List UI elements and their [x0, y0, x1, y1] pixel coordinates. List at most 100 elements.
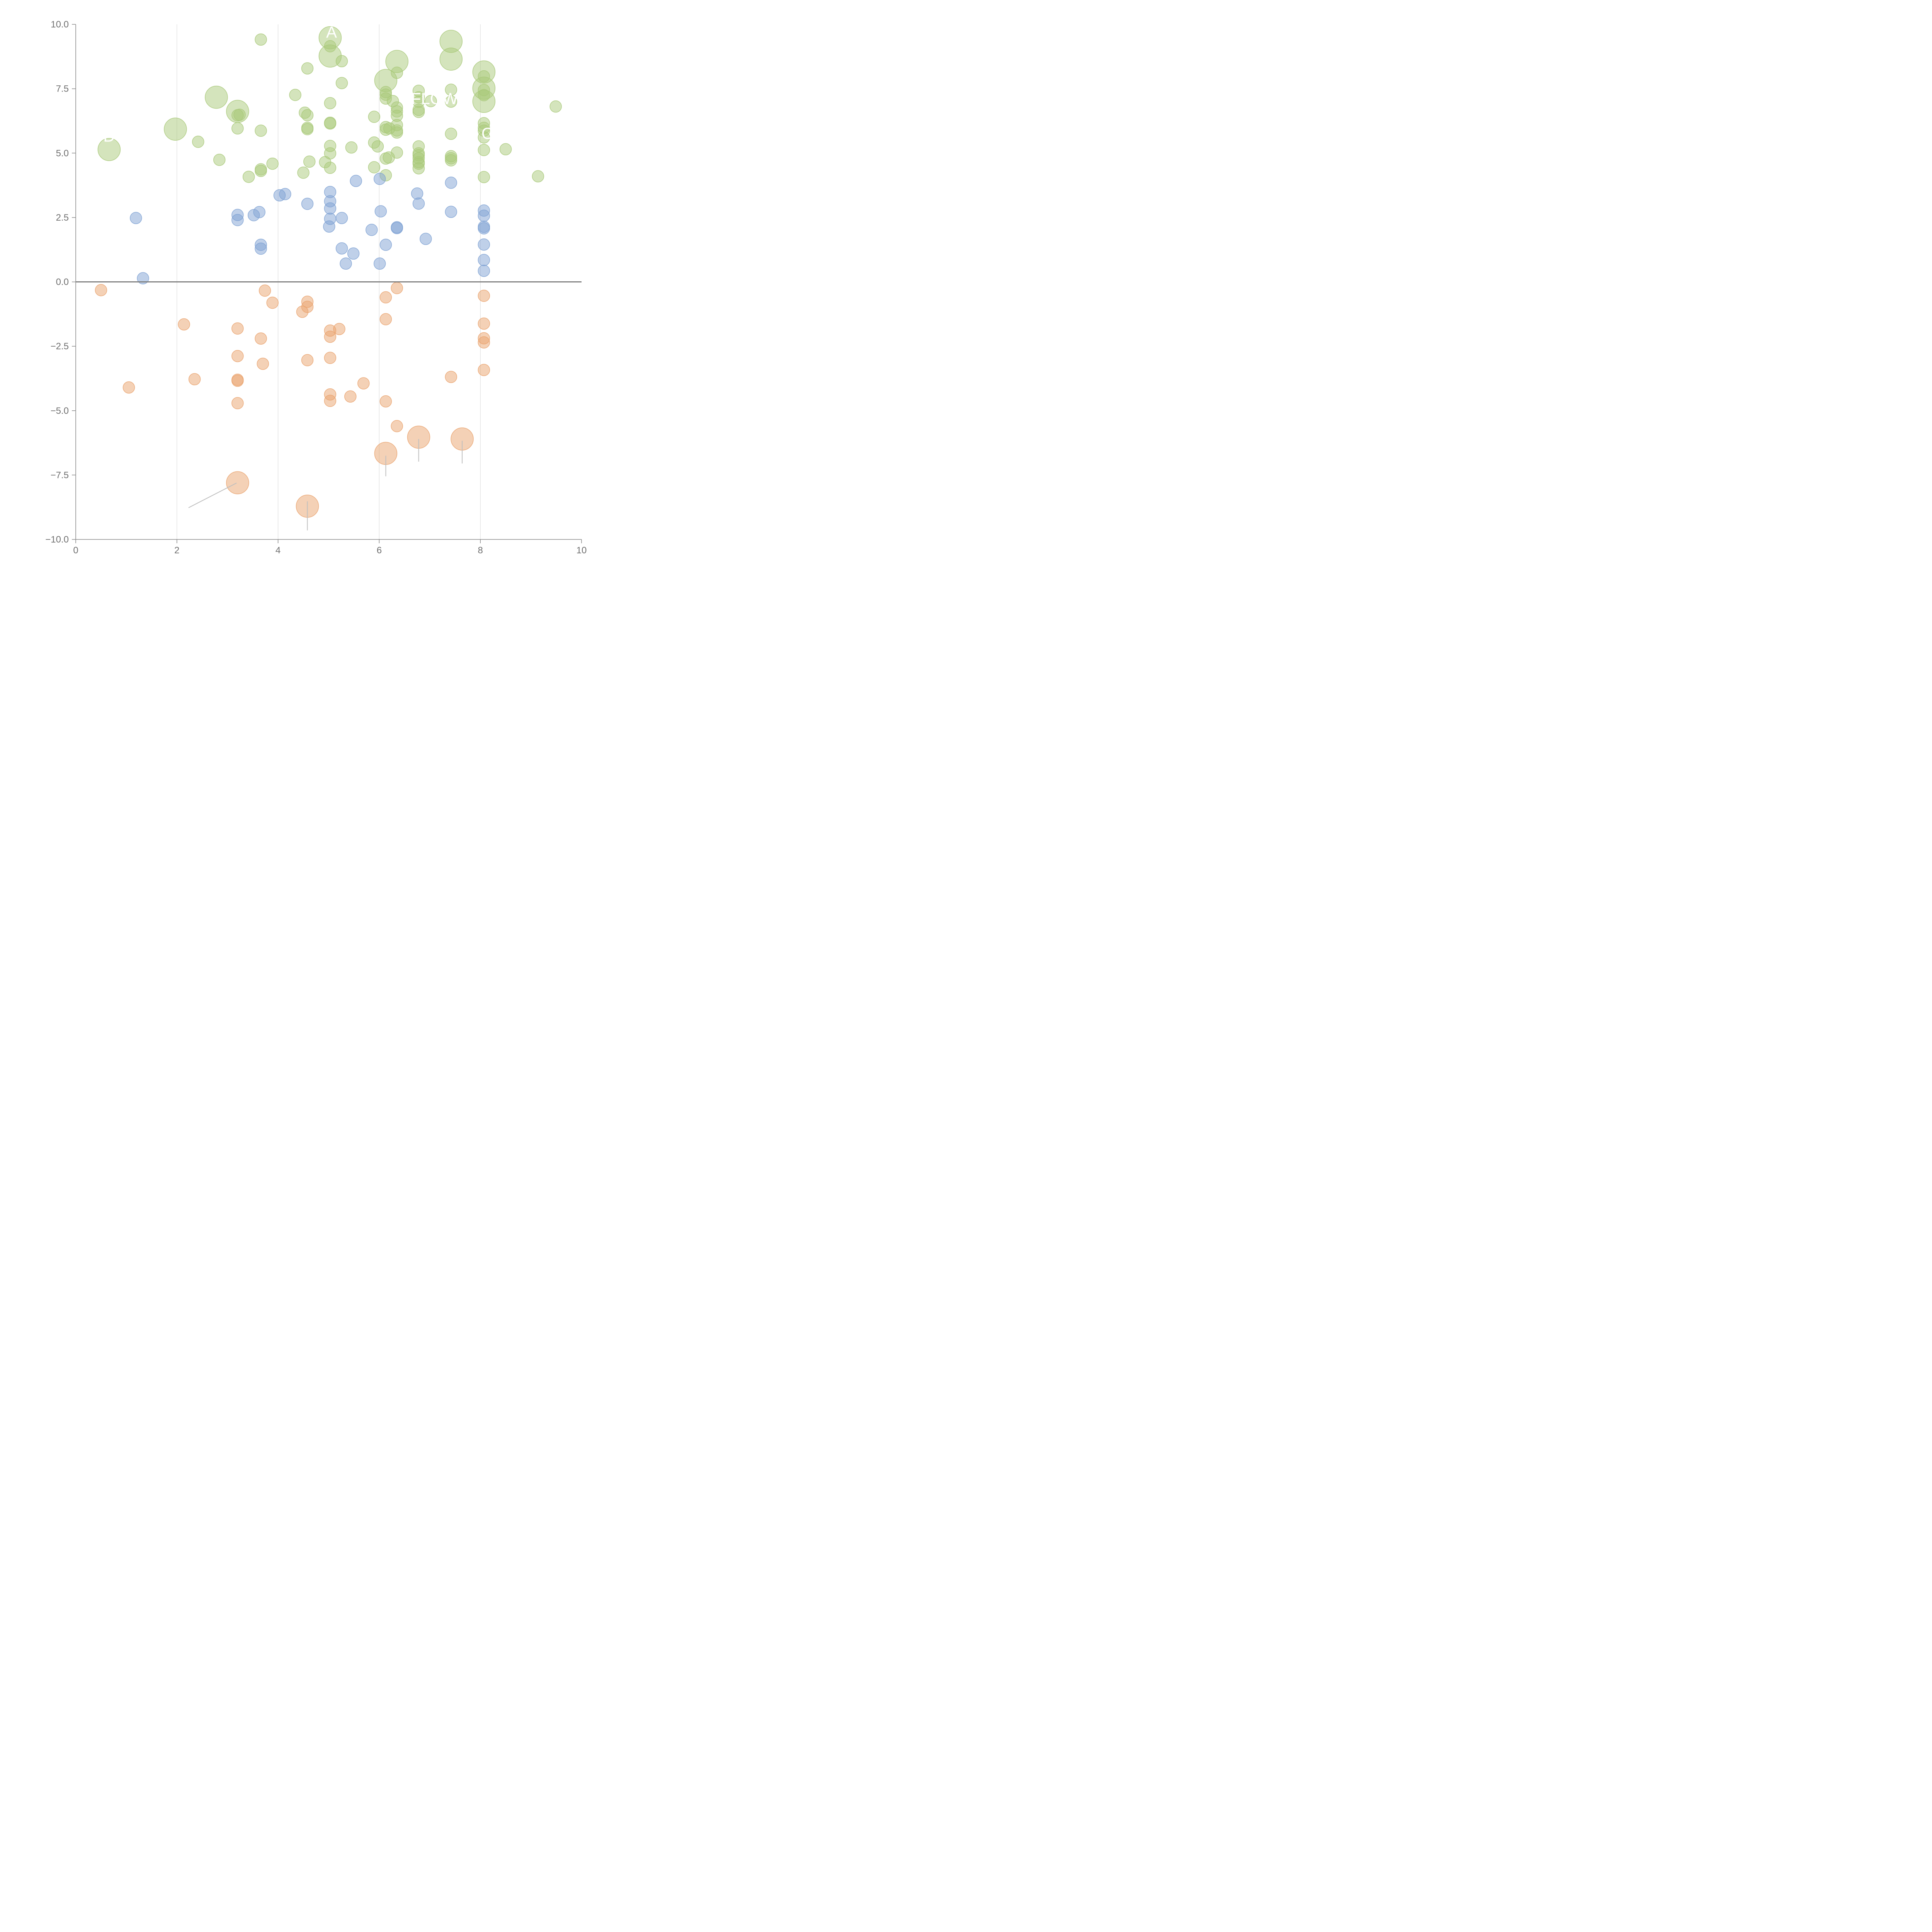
green-point — [242, 170, 255, 183]
green-point — [324, 147, 337, 160]
green-point — [255, 124, 267, 137]
point-label: FLOW — [411, 90, 458, 108]
orange-point — [231, 350, 244, 362]
blue-point — [373, 173, 386, 185]
orange-point — [333, 323, 345, 335]
tick-labels: −10.0 −7.5 −5.0 −2.5 0.0 2.5 5.0 7.5 10.0 0 2 4 6 8 10 — [45, 19, 587, 556]
y-tick-label: 0.0 — [56, 277, 69, 287]
green-point — [231, 122, 244, 135]
series-orange — [95, 282, 490, 518]
green-point — [303, 155, 316, 168]
blue-point — [350, 175, 362, 187]
orange-point — [391, 282, 403, 294]
y-tick-label: 7.5 — [56, 84, 69, 94]
point-label: C — [481, 124, 493, 143]
orange-point — [226, 471, 249, 495]
orange-point — [324, 395, 337, 407]
blue-point — [411, 187, 423, 200]
green-point — [345, 141, 358, 154]
blue-point — [366, 224, 378, 236]
orange-point — [95, 284, 107, 296]
blue-point — [255, 242, 267, 255]
green-point — [478, 144, 490, 156]
blue-point — [478, 265, 490, 277]
orange-point — [324, 330, 337, 343]
green-point — [335, 55, 348, 68]
blue-point — [301, 197, 314, 210]
orange-point — [357, 377, 370, 389]
blue-point — [323, 220, 335, 233]
blue-point — [478, 209, 490, 222]
orange-point — [188, 373, 201, 386]
green-point — [192, 136, 204, 148]
green-point — [255, 165, 267, 177]
y-tick-label: 10.0 — [51, 19, 69, 30]
orange-point — [122, 381, 135, 394]
green-point — [439, 48, 463, 71]
green-point — [445, 95, 457, 108]
x-tick-label: 10 — [577, 545, 587, 556]
green-point — [445, 154, 457, 167]
orange-point — [379, 313, 392, 325]
green-point — [233, 109, 246, 121]
green-point — [297, 167, 310, 179]
green-point — [205, 85, 228, 109]
orange-point — [344, 390, 357, 403]
orange-point — [301, 301, 314, 313]
y-tick-label: 2.5 — [56, 213, 69, 223]
blue-point — [478, 254, 490, 266]
green-point — [97, 138, 121, 161]
y-tick-label: −5.0 — [51, 406, 69, 416]
orange-point — [231, 322, 244, 335]
point-labels: A D FLOW C — [103, 23, 493, 145]
blue-point — [478, 238, 490, 251]
green-point — [478, 131, 490, 144]
green-point — [324, 97, 337, 109]
blue-point — [231, 214, 244, 226]
blue-point — [279, 188, 291, 200]
green-point — [391, 126, 403, 139]
green-point — [164, 117, 187, 141]
orange-point — [478, 336, 490, 349]
blue-point — [391, 222, 403, 234]
green-point — [324, 162, 337, 174]
x-tick-label: 4 — [276, 545, 281, 556]
orange-point — [478, 364, 490, 376]
orange-point — [266, 296, 279, 309]
leader-line — [188, 483, 237, 508]
blue-point — [130, 212, 142, 224]
green-point — [368, 111, 381, 123]
green-point — [499, 143, 512, 156]
orange-point — [478, 317, 490, 330]
blue-point — [445, 206, 457, 218]
blue-point — [324, 202, 337, 215]
orange-point — [301, 354, 314, 366]
blue-point — [379, 238, 392, 251]
orange-point — [231, 397, 244, 410]
green-point — [412, 105, 425, 118]
series-blue — [130, 173, 490, 284]
blue-point — [347, 247, 360, 260]
blue-point — [374, 205, 387, 218]
green-point — [289, 88, 301, 101]
blue-point — [445, 177, 457, 189]
orange-point — [178, 318, 190, 331]
point-label: D — [103, 127, 115, 145]
green-point — [391, 146, 403, 159]
orange-point — [231, 374, 244, 387]
y-tick-label: −7.5 — [51, 470, 69, 480]
y-tick-label: 5.0 — [56, 148, 69, 158]
leader-lines — [188, 439, 463, 531]
orange-point — [255, 332, 267, 345]
x-tick-label: 8 — [478, 545, 483, 556]
y-tick-label: −2.5 — [51, 341, 69, 352]
green-point — [425, 95, 437, 107]
blue-point — [478, 222, 490, 235]
blue-point — [335, 242, 348, 255]
green-point — [445, 128, 457, 140]
y-tick-label: −10.0 — [45, 534, 69, 545]
x-tick-label: 0 — [73, 545, 78, 556]
green-point — [301, 62, 314, 75]
blue-point — [335, 212, 348, 224]
green-point — [301, 123, 314, 136]
